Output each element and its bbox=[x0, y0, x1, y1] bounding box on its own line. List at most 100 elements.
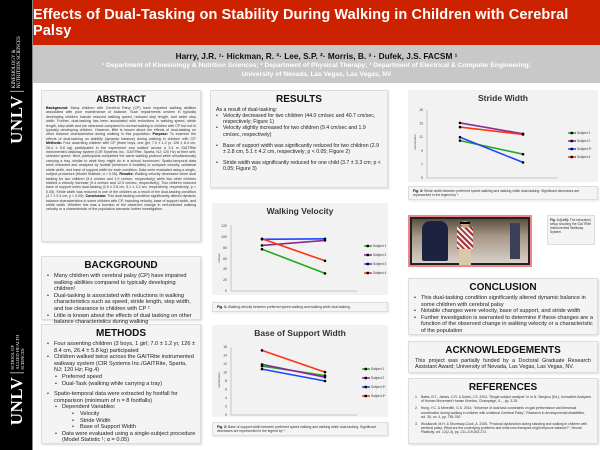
results-panel: RESULTS As a result of dual-tasking: Vel… bbox=[210, 90, 388, 188]
lab-setup-photo bbox=[408, 215, 532, 267]
svg-text:0: 0 bbox=[225, 289, 227, 293]
svg-text:60: 60 bbox=[223, 257, 227, 261]
chart-title: Base of Support Width bbox=[254, 328, 346, 338]
stride-width-chart: Stride Width 15 13 11 9 7 5 centimeters … bbox=[408, 90, 598, 182]
svg-text:11: 11 bbox=[419, 135, 423, 139]
svg-text:6: 6 bbox=[225, 388, 227, 392]
svg-text:8: 8 bbox=[225, 379, 227, 383]
methods-subitem: Preferred speed bbox=[46, 374, 196, 381]
svg-text:15: 15 bbox=[419, 108, 423, 112]
svg-text:Subject 1: Subject 1 bbox=[371, 367, 385, 371]
svg-text:9: 9 bbox=[421, 149, 423, 153]
svg-text:Subject 1: Subject 1 bbox=[373, 244, 387, 248]
svg-text:centimeters: centimeters bbox=[413, 134, 417, 150]
background-item: Many children with cerebral palsy (CP) h… bbox=[46, 273, 196, 293]
conclusion-heading: CONCLUSION bbox=[469, 282, 537, 293]
unlv-kinesiology-logo: UNLV Kinesiology & Nutrition Sciences bbox=[6, 36, 26, 144]
acknowledgements-text: This project was partially funded by a D… bbox=[415, 358, 591, 371]
svg-text:4: 4 bbox=[225, 396, 227, 400]
svg-text:16: 16 bbox=[223, 345, 227, 349]
svg-text:80: 80 bbox=[223, 246, 227, 250]
abstract-panel: ABSTRACT Background: Many children with … bbox=[41, 90, 201, 242]
conclusion-panel: CONCLUSION This dual-tasking condition s… bbox=[408, 278, 598, 335]
svg-text:Subject 4*: Subject 4* bbox=[371, 394, 386, 398]
svg-text:Subject 2: Subject 2 bbox=[371, 376, 385, 380]
title-bar: Effects of Dual-Tasking on Stability Dur… bbox=[33, 0, 600, 45]
svg-text:Subject 3: Subject 3 bbox=[373, 262, 387, 266]
references-heading: REFERENCES bbox=[468, 382, 538, 393]
fig2-caption: Fig. 2: Base of support width between pr… bbox=[212, 422, 388, 436]
abstract-heading: ABSTRACT bbox=[96, 94, 146, 104]
author-bar: Harry, J.R. ¹· Hickman, R. ²· Lee, S.P. … bbox=[33, 45, 600, 83]
methods-subitem: Data were evaluated using a single-subje… bbox=[46, 431, 196, 444]
chart-title: Stride Width bbox=[478, 93, 528, 103]
svg-text:Subject 4: Subject 4 bbox=[373, 271, 387, 275]
methods-panel: METHODS Four assenting children (3 boys,… bbox=[41, 324, 201, 444]
svg-text:7: 7 bbox=[421, 162, 423, 166]
results-item: Velocity decreased for two children (44.… bbox=[215, 113, 383, 125]
methods-subitem: Dual-Task (walking while carrying a tray… bbox=[46, 381, 196, 388]
stride-plot: 15 13 11 9 7 5 centimeters Preferred Dua… bbox=[413, 108, 592, 180]
svg-text:13: 13 bbox=[419, 122, 423, 126]
conclusion-item: Further investigation is warranted to de… bbox=[413, 315, 593, 335]
svg-text:100: 100 bbox=[221, 235, 227, 239]
fig3-caption: Fig. 3: Stride width between preferred s… bbox=[408, 186, 598, 200]
svg-text:Subject 3*: Subject 3* bbox=[577, 147, 592, 151]
methods-heading: METHODS bbox=[96, 328, 146, 339]
svg-text:10: 10 bbox=[223, 371, 227, 375]
methods-variable: Base of Support Width bbox=[46, 424, 196, 431]
reference-item: 2. Hung, Y.C. & Meredith, G.S. 2014, "Inf… bbox=[415, 406, 585, 419]
svg-text:Subject 4: Subject 4 bbox=[577, 155, 591, 159]
velocity-plot: 120 100 80 60 40 20 0 cm/sec Preferred D… bbox=[217, 224, 387, 293]
svg-text:Subject 2: Subject 2 bbox=[577, 139, 591, 143]
bos-plot: 16 14 12 10 8 6 4 2 0 centimeters Prefer… bbox=[217, 345, 386, 417]
reference-item: 1. Bates, B.T., James, C.R. & Dufek, J.S.… bbox=[415, 395, 591, 404]
walking-velocity-chart: Walking Velocity 120 100 80 60 40 20 0 c… bbox=[212, 203, 388, 295]
affiliations-line1: ¹ Department of Kinesiology & Nutrition … bbox=[102, 62, 531, 69]
results-item: Velocity slightly increased for two chil… bbox=[215, 125, 383, 137]
results-item: Base of support width was significantly … bbox=[215, 143, 383, 155]
svg-text:14: 14 bbox=[223, 354, 227, 358]
fig1-caption: Fig. 1: Walking velocity between preferr… bbox=[212, 302, 388, 312]
authors: Harry, J.R. ¹· Hickman, R. ²· Lee, S.P. … bbox=[175, 51, 458, 61]
unlv-allied-health-logo: UNLV School of Allied Health Sciences bbox=[6, 334, 26, 426]
svg-text:0: 0 bbox=[225, 413, 227, 417]
svg-text:Subject 1: Subject 1 bbox=[577, 131, 591, 135]
svg-text:40: 40 bbox=[223, 267, 227, 271]
affiliations-line2: University of Nevada, Las Vegas, Las Veg… bbox=[241, 71, 392, 78]
background-panel: BACKGROUND Many children with cerebral p… bbox=[41, 256, 201, 325]
background-heading: BACKGROUND bbox=[84, 260, 158, 271]
svg-text:cm/sec: cm/sec bbox=[217, 253, 221, 263]
svg-text:120: 120 bbox=[221, 224, 227, 228]
methods-subitem: Dependent Variables: bbox=[46, 404, 196, 411]
abstract-text: Background: Many children with Cerebral … bbox=[46, 106, 196, 212]
reference-item: 3. Woollacott, M.H. & Shumway-Cook, A. 20… bbox=[415, 422, 588, 435]
acknowledgements-panel: ACKNOWLEDGEMENTS This project was partia… bbox=[408, 341, 598, 373]
svg-text:12: 12 bbox=[223, 362, 227, 366]
conclusion-item: Notable changes were velocity, base of s… bbox=[413, 308, 593, 315]
svg-text:2: 2 bbox=[225, 405, 227, 409]
conclusion-item: This dual-tasking condition significantl… bbox=[413, 295, 593, 308]
methods-item: Spatio-temporal data were extracted by f… bbox=[46, 391, 196, 404]
fig4-caption: Fig. 4 (Left): The laboratory setup show… bbox=[547, 215, 595, 245]
svg-text:Subject 2: Subject 2 bbox=[373, 253, 387, 257]
results-item: Stride width was significantly reduced f… bbox=[215, 160, 383, 172]
acknowledgements-heading: ACKNOWLEDGEMENTS bbox=[445, 345, 561, 356]
methods-item: Children walked twice across the GAITRit… bbox=[46, 354, 196, 374]
results-heading: RESULTS bbox=[276, 94, 322, 105]
references-panel: REFERENCES 1. Bates, B.T., James, C.R. & … bbox=[408, 378, 598, 444]
poster-title: Effects of Dual-Tasking on Stability Dur… bbox=[33, 6, 569, 39]
methods-variable: Stride Width bbox=[46, 418, 196, 425]
methods-item: Four assenting children (3 boys, 1 girl;… bbox=[46, 341, 196, 354]
svg-text:5: 5 bbox=[421, 176, 423, 180]
svg-text:20: 20 bbox=[223, 278, 227, 282]
methods-variable: Velocity bbox=[46, 411, 196, 418]
base-of-support-chart: Base of Support Width 16 14 12 10 8 6 4 … bbox=[212, 325, 388, 417]
background-item: Dual-tasking is associated with reductio… bbox=[46, 293, 196, 313]
sidebar: UNLV Kinesiology & Nutrition Sciences UNL… bbox=[0, 0, 33, 450]
background-item: Little is known about the effects of dua… bbox=[46, 313, 196, 326]
results-intro: As a result of dual-tasking: bbox=[216, 107, 278, 113]
chart-title: Walking Velocity bbox=[266, 206, 334, 216]
svg-text:centimeters: centimeters bbox=[217, 372, 221, 388]
svg-text:Subject 3*: Subject 3* bbox=[371, 385, 386, 389]
